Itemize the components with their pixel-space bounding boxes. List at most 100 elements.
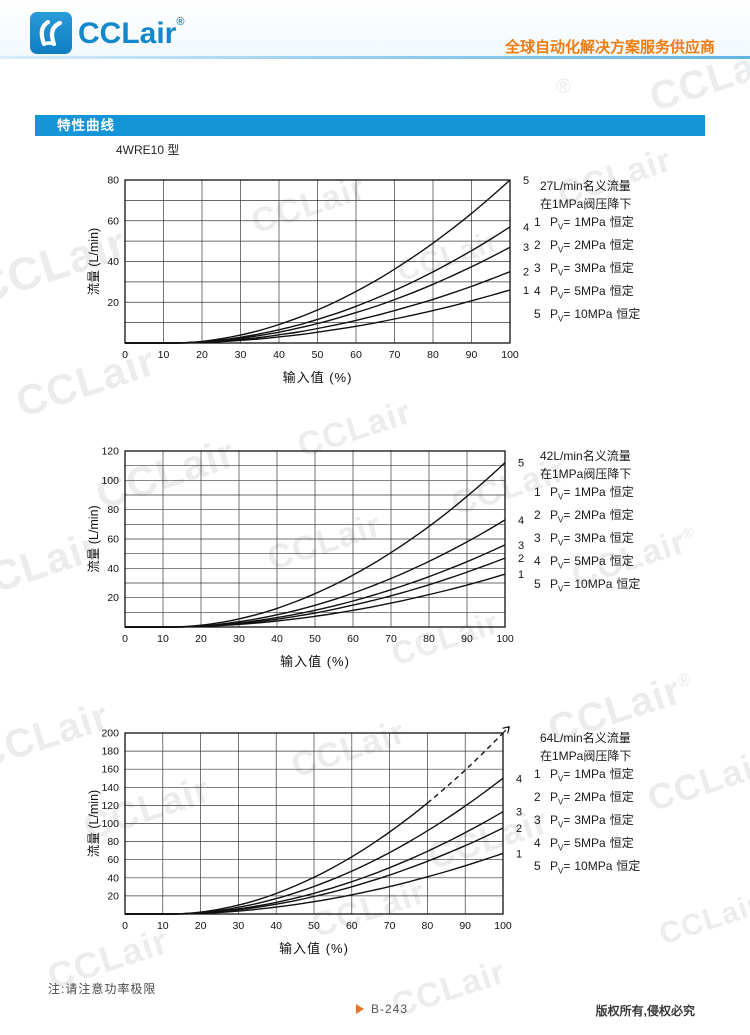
legend-pv-symbol: PV= <box>550 507 571 525</box>
x-tick-label: 100 <box>496 633 514 645</box>
legend-curve-number: 1 <box>534 215 541 229</box>
curve-number-label: 2 <box>523 267 529 279</box>
legend-constant-suffix: 恒定 <box>609 553 634 568</box>
arrow-head <box>502 726 510 729</box>
y-tick-label: 20 <box>107 592 119 604</box>
legend-curve-number: 5 <box>534 858 541 873</box>
y-tick-label: 40 <box>107 563 119 575</box>
legend-pressure-value: 1MPa <box>574 485 606 499</box>
legend-curve-number: 4 <box>534 283 541 298</box>
curve-number-label: 3 <box>516 807 522 819</box>
y-tick-label: 180 <box>101 746 119 758</box>
x-tick-label: 90 <box>466 349 478 361</box>
legend-pv-symbol: PV= <box>550 306 571 323</box>
legend-constant-suffix: 恒定 <box>609 215 634 229</box>
legend-constant-suffix: 恒定 <box>616 576 641 591</box>
legend-row: 1 PV= 1MPa 恒定 <box>534 484 640 506</box>
legend-pressure-value: 3MPa <box>574 530 606 545</box>
legend-row: 3 PV= 3MPa 恒定 <box>534 812 640 834</box>
legend-row: 2 PV= 2MPa 恒定 <box>534 507 640 529</box>
legend-pv-symbol: PV= <box>550 767 571 784</box>
x-tick-label: 0 <box>122 349 128 361</box>
y-tick-label: 80 <box>107 504 119 516</box>
x-tick-label: 80 <box>423 633 435 645</box>
legend-constant-suffix: 恒定 <box>609 767 634 781</box>
x-tick-label: 10 <box>157 920 169 932</box>
curve-number-label: 5 <box>518 458 524 470</box>
legend-pv-symbol: PV= <box>550 812 571 830</box>
arrow-shaft <box>502 726 510 734</box>
legend-27lmin: 27L/min名义流量 在1MPa阀压降下 1 PV= 1MPa 恒定 2 PV= 2MPa 恒定… <box>534 178 640 327</box>
x-tick-label: 50 <box>312 349 324 361</box>
x-tick-label: 70 <box>385 633 397 645</box>
x-tick-label: 80 <box>422 920 434 932</box>
watermark-text: CCLair <box>655 887 750 952</box>
legend-pv-symbol: PV= <box>550 215 571 232</box>
x-tick-label: 70 <box>389 349 401 361</box>
legend-pv-symbol: PV= <box>550 553 571 571</box>
power-limit-note: 注:请注意功率极限 <box>48 982 157 996</box>
x-tick-label: 90 <box>461 633 473 645</box>
page-header: CCLair® 全球自动化解决方案服务供应商 <box>0 0 750 57</box>
x-axis-title: 输入值 (%) <box>283 370 353 385</box>
x-tick-label: 30 <box>233 633 245 645</box>
y-tick-label: 80 <box>107 175 119 187</box>
x-tick-label: 50 <box>308 920 320 932</box>
legend-pv-symbol: PV= <box>550 260 571 278</box>
y-tick-label: 40 <box>107 872 119 884</box>
legend-row: 1 PV= 1MPa 恒定 <box>534 214 640 236</box>
curve-number-label: 1 <box>516 848 522 860</box>
header-divider <box>0 56 750 59</box>
x-tick-label: 30 <box>233 920 245 932</box>
legend-pressure-value: 2MPa <box>574 507 606 522</box>
plot-frame <box>124 450 506 628</box>
legend-constant-suffix: 恒定 <box>609 835 634 850</box>
legend-row: 5 PV= 10MPa 恒定 <box>534 306 640 328</box>
y-axis-title: 流量 (L/min) <box>87 228 101 295</box>
legend-row: 2 PV= 2MPa 恒定 <box>534 789 640 811</box>
legend-pressure-value: 2MPa <box>574 789 606 804</box>
page-marker-triangle-icon <box>356 1004 364 1014</box>
header-tagline: 全球自动化解决方案服务供应商 <box>504 39 715 56</box>
legend-row: 2 PV= 2MPa 恒定 <box>534 237 640 259</box>
legend-pv-symbol: PV= <box>550 283 571 301</box>
legend-pressure-value: 3MPa <box>574 812 606 827</box>
curve-solid-5 <box>125 802 428 915</box>
section-banner: 特性曲线 <box>35 115 705 136</box>
brand-logo-text: CCLair® <box>78 15 185 50</box>
plot-frame <box>124 179 511 344</box>
y-tick-label: 80 <box>107 836 119 848</box>
x-axis-title: 输入值 (%) <box>280 654 350 669</box>
legend-constant-suffix: 恒定 <box>609 530 634 545</box>
legend-constant-suffix: 恒定 <box>616 858 641 873</box>
x-tick-label: 20 <box>195 633 207 645</box>
legend-pressure-value: 10MPa <box>574 576 613 591</box>
y-tick-label: 60 <box>107 854 119 866</box>
registered-mark: ® <box>176 15 185 28</box>
legend-title-line: 在1MPa阀压降下 <box>540 466 632 481</box>
x-tick-label: 60 <box>347 633 359 645</box>
copyright-text: 版权所有,侵权必究 <box>595 1004 695 1018</box>
legend-constant-suffix: 恒定 <box>616 306 641 321</box>
legend-pv-symbol: PV= <box>550 835 571 853</box>
curve-number-label: 1 <box>523 285 529 297</box>
x-tick-label: 60 <box>350 349 362 361</box>
legend-title-line: 27L/min名义流量 <box>540 179 631 193</box>
legend-pressure-value: 10MPa <box>574 858 613 873</box>
curve-number-label: 5 <box>523 175 529 187</box>
legend-pv-symbol: PV= <box>550 576 571 593</box>
x-axis-title: 输入值 (%) <box>279 941 349 956</box>
legend-pressure-value: 10MPa <box>574 306 613 321</box>
legend-row: 5 PV= 10MPa 恒定 <box>534 858 640 880</box>
legend-curve-number: 3 <box>534 530 541 545</box>
curve-number-label: 2 <box>518 553 524 565</box>
y-tick-label: 160 <box>101 764 119 776</box>
legend-title-line: 64L/min名义流量 <box>540 731 631 745</box>
legend-title-line: 42L/min名义流量 <box>540 449 631 463</box>
legend-curve-number: 4 <box>534 835 541 850</box>
curve-number-label: 3 <box>523 242 529 254</box>
legend-pv-symbol: PV= <box>550 858 571 875</box>
legend-constant-suffix: 恒定 <box>609 260 634 275</box>
